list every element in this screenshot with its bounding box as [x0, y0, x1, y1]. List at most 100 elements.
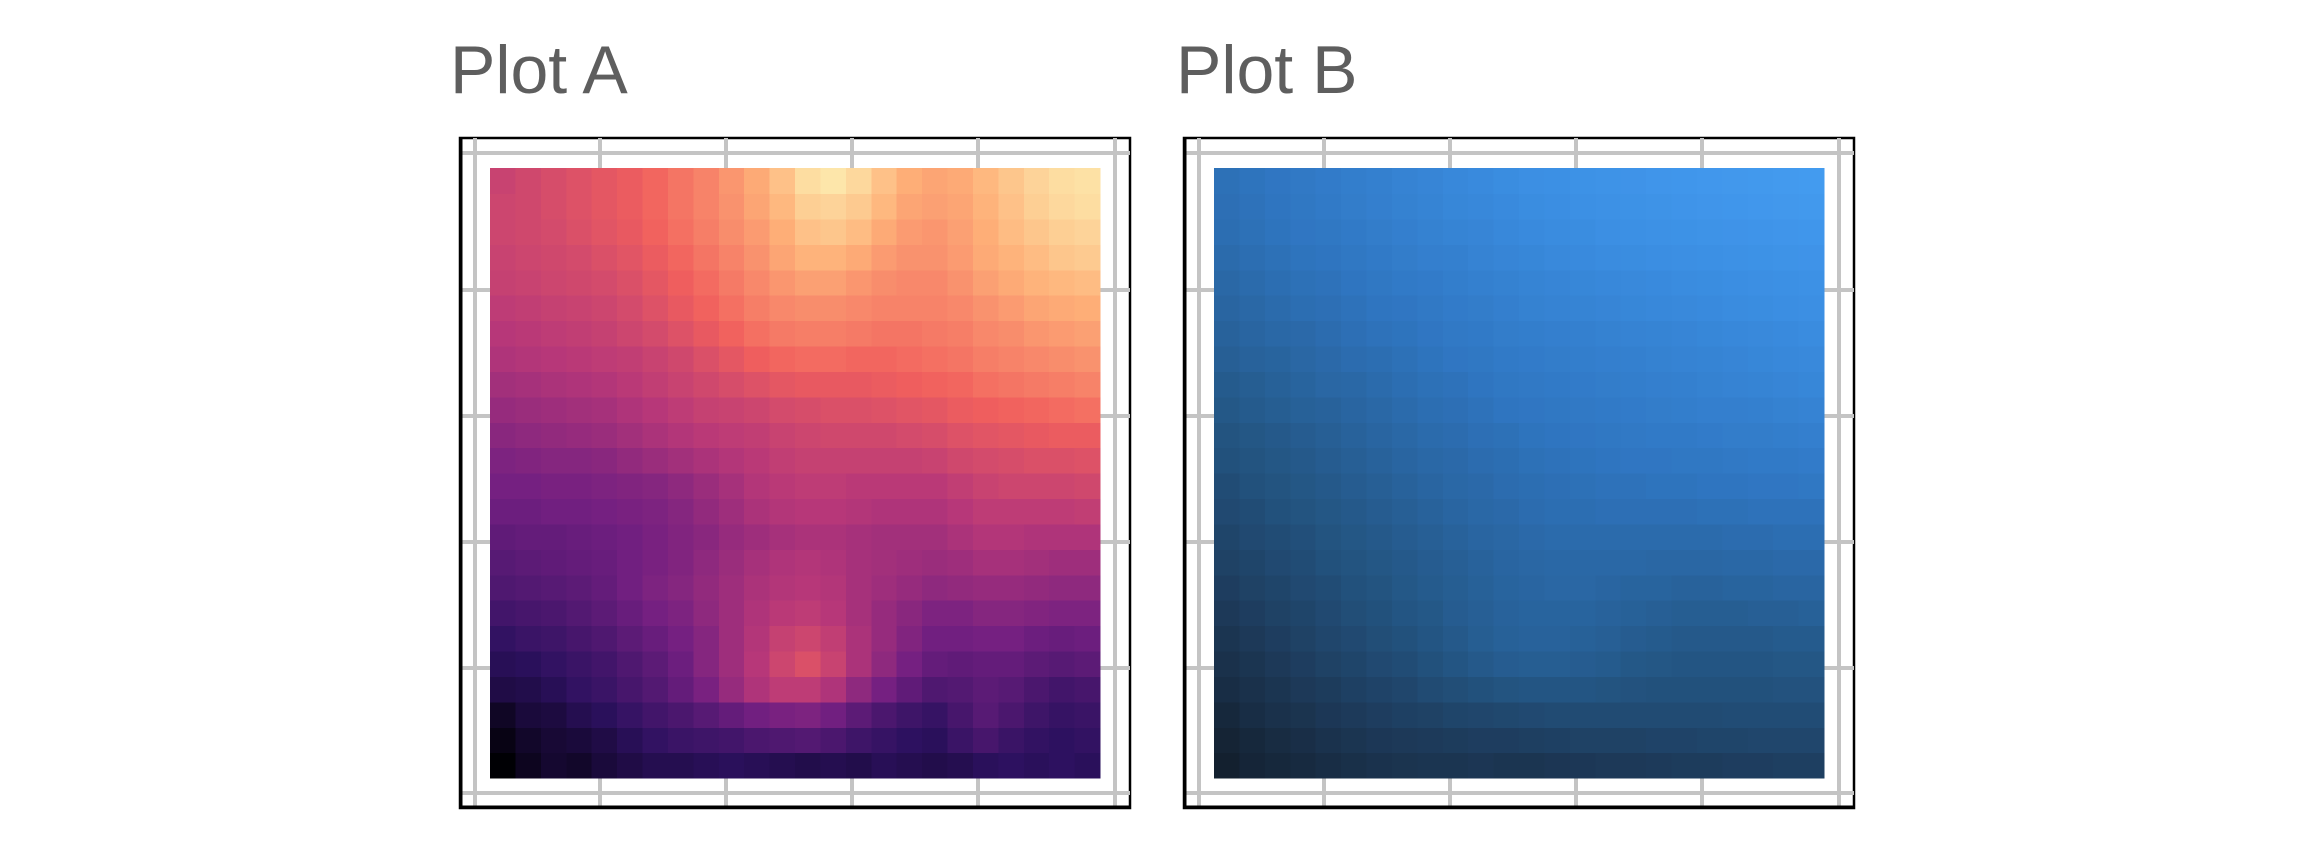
plot-a-cell [540, 218, 567, 245]
plot-a-cell [490, 447, 517, 474]
plot-a-cell [1049, 650, 1076, 677]
plot-b-cell [1468, 269, 1495, 296]
plot-b-cell [1569, 650, 1596, 677]
plot-a-cell [566, 244, 593, 271]
plot-a-cell [515, 218, 542, 245]
plot-b-cell [1214, 193, 1241, 220]
plot-b-cell [1544, 193, 1571, 220]
plot-a-cell [693, 345, 720, 372]
plot-a-cell [515, 600, 542, 627]
plot-b-cell [1391, 549, 1418, 576]
plot-b-cell [1391, 244, 1418, 271]
plot-b-cell [1798, 320, 1825, 347]
plot-b-cell [1442, 320, 1469, 347]
plot-a-cell [1074, 625, 1101, 652]
plot-a-cell [845, 625, 872, 652]
plot-a-cell [642, 295, 669, 322]
plot-b-cell [1442, 396, 1469, 423]
plot-b-cell [1620, 523, 1647, 550]
plot-b-cell [1391, 320, 1418, 347]
plot-b-cell [1773, 523, 1800, 550]
plot-a-cell [769, 523, 796, 550]
plot-a-cell [642, 447, 669, 474]
plot-b-cell [1290, 600, 1317, 627]
plot-a-cell [718, 269, 745, 296]
plot-a-cell [515, 269, 542, 296]
plot-a-cell [617, 447, 644, 474]
plot-a-cell [947, 549, 974, 576]
plot-b-cell [1646, 396, 1673, 423]
plot-b-cell [1239, 320, 1266, 347]
plot-b-cell [1773, 549, 1800, 576]
plot-a-cell [896, 600, 923, 627]
plot-a-cell [744, 320, 771, 347]
plot-a-cell [769, 498, 796, 525]
plot-b-cell [1468, 320, 1495, 347]
plot-b-cell [1646, 269, 1673, 296]
plot-b-cell [1671, 498, 1698, 525]
plot-a-cell [667, 574, 694, 601]
plot-a-cell [617, 600, 644, 627]
plot-b-cell [1671, 295, 1698, 322]
plot-b-cells [1214, 168, 1825, 779]
plot-a-cell [744, 650, 771, 677]
plot-b-cell [1747, 549, 1774, 576]
plot-b-cell [1468, 447, 1495, 474]
plot-b-cell [1442, 345, 1469, 372]
plot-b-cell [1544, 498, 1571, 525]
plot-b-cell [1671, 244, 1698, 271]
plot-a-cell [540, 752, 567, 779]
plot-a-cell [1049, 320, 1076, 347]
plot-a-cell [515, 701, 542, 728]
plot-a-cell [515, 422, 542, 449]
plot-b-cell [1646, 625, 1673, 652]
plot-a-cell [642, 345, 669, 372]
plot-b-cell [1391, 345, 1418, 372]
plot-a-cell [1023, 168, 1050, 195]
plot-b-cell [1239, 447, 1266, 474]
plot-a-cell [922, 473, 949, 500]
plot-a-cell [998, 498, 1025, 525]
plot-b-cell [1620, 752, 1647, 779]
plot-a-cell [642, 523, 669, 550]
plot-b-cell [1519, 218, 1546, 245]
plot-a-cell [591, 473, 618, 500]
plot-a-cell [617, 320, 644, 347]
plot-a-cell [922, 244, 949, 271]
plot-b-cell [1620, 625, 1647, 652]
plot-a-cell [922, 269, 949, 296]
plot-a-cell [642, 727, 669, 754]
plot-b-cell [1214, 371, 1241, 398]
plot-b-cell [1366, 625, 1393, 652]
plot-b-cell [1442, 701, 1469, 728]
plot-a-cell [540, 422, 567, 449]
plot-a-cell [667, 701, 694, 728]
plot-a-cell [667, 650, 694, 677]
plot-a-cell [1074, 218, 1101, 245]
plot-a-cell [642, 574, 669, 601]
plot-b-cell [1595, 371, 1622, 398]
plot-b-cell [1290, 523, 1317, 550]
plot-a-cell [1049, 523, 1076, 550]
plot-b-cell [1798, 371, 1825, 398]
plot-a-cell [947, 600, 974, 627]
plot-b-cell [1442, 549, 1469, 576]
plot-a-cell [871, 447, 898, 474]
plot-b-cell [1773, 193, 1800, 220]
plot-a-cell [642, 473, 669, 500]
plot-b-cell [1671, 625, 1698, 652]
plot-b-cell [1773, 168, 1800, 195]
plot-b-cell [1315, 168, 1342, 195]
plot-b-cell [1366, 396, 1393, 423]
plot-a-cell [1074, 727, 1101, 754]
plot-b-cell [1315, 345, 1342, 372]
plot-a-cell [896, 498, 923, 525]
plot-b-cell [1722, 244, 1749, 271]
plot-a-cell [1023, 574, 1050, 601]
plot-b-cell [1417, 574, 1444, 601]
plot-a-cell [1049, 422, 1076, 449]
plot-b-cell [1671, 600, 1698, 627]
plot-b-cell [1264, 549, 1291, 576]
plot-a-cell [718, 168, 745, 195]
plot-a-cell [896, 650, 923, 677]
